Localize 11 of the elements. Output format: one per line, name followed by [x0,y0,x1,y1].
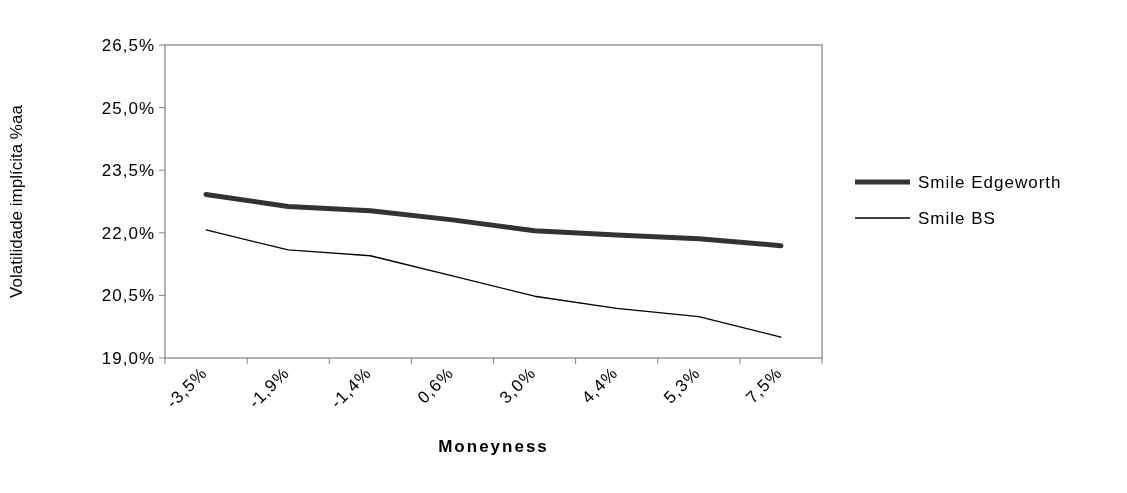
y-tick-label: 19,0% [101,348,155,368]
y-tick-label: 23,5% [101,161,155,181]
y-tick-label: 26,5% [101,35,155,55]
y-tick-label: 25,0% [101,98,155,118]
x-axis-title: Moneyness [438,437,549,456]
legend-label: Smile BS [918,208,996,228]
line-series [205,229,782,338]
y-axis-title: Volatilidade implícita %aa [7,104,26,298]
legend-label: Smile Edgeworth [918,172,1062,192]
y-tick-label: 22,0% [101,223,155,243]
y-tick-label: 20,5% [101,286,155,306]
